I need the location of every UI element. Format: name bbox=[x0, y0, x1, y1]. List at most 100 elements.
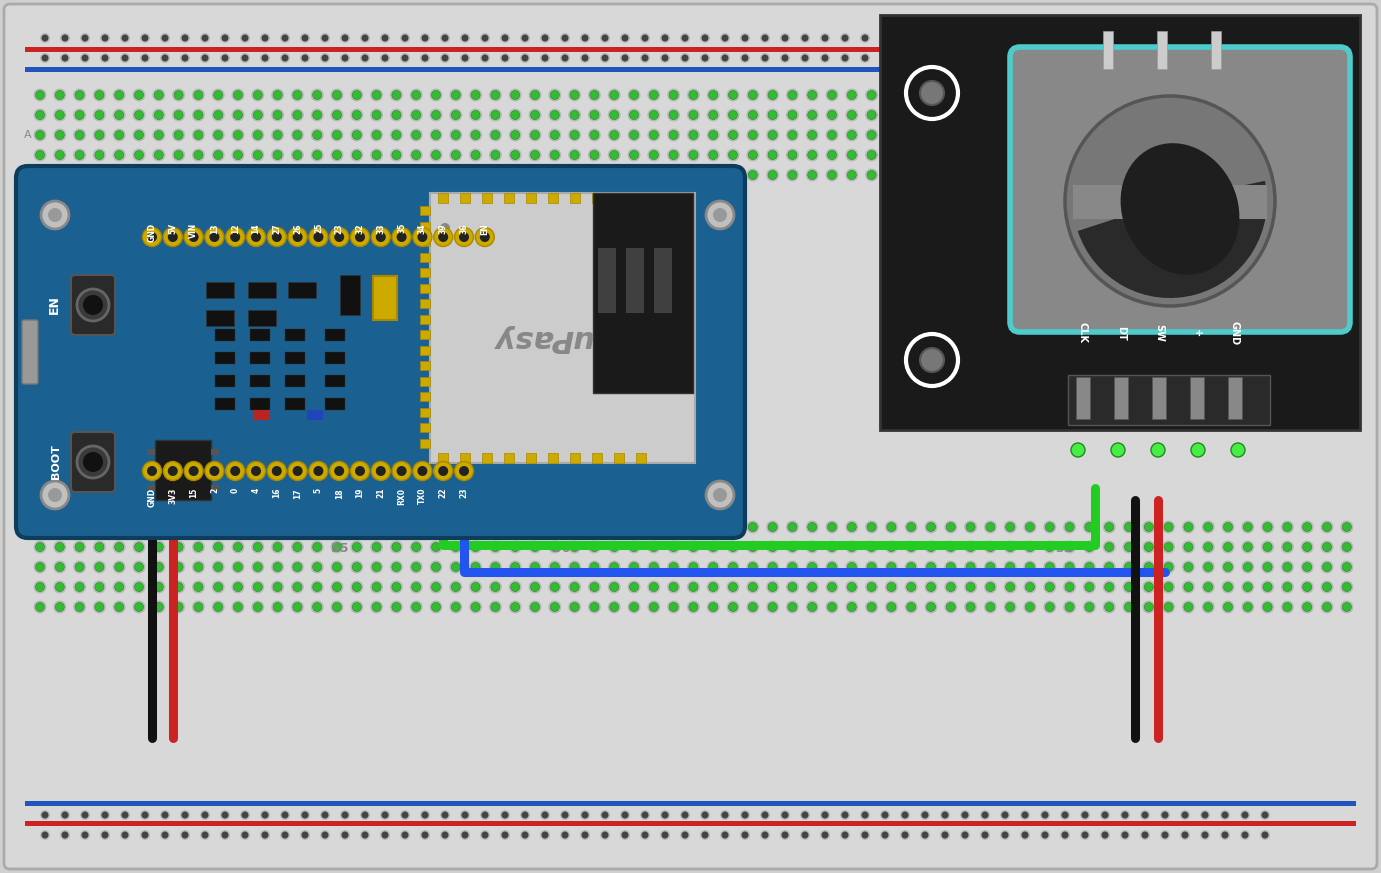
Circle shape bbox=[392, 523, 400, 532]
Circle shape bbox=[1242, 540, 1254, 553]
Circle shape bbox=[352, 523, 362, 532]
Circle shape bbox=[471, 562, 481, 572]
Circle shape bbox=[686, 108, 700, 121]
Circle shape bbox=[214, 130, 222, 140]
Circle shape bbox=[1341, 168, 1353, 182]
Circle shape bbox=[1102, 108, 1116, 121]
Circle shape bbox=[192, 581, 204, 594]
Circle shape bbox=[729, 602, 737, 611]
Text: 26: 26 bbox=[293, 223, 302, 233]
Circle shape bbox=[1320, 560, 1334, 574]
Circle shape bbox=[293, 111, 302, 120]
Circle shape bbox=[1081, 831, 1088, 838]
Circle shape bbox=[352, 111, 362, 120]
Circle shape bbox=[964, 581, 978, 594]
Circle shape bbox=[221, 831, 228, 838]
Circle shape bbox=[700, 33, 710, 43]
Circle shape bbox=[964, 168, 978, 182]
Circle shape bbox=[940, 33, 950, 43]
Circle shape bbox=[490, 582, 500, 592]
Circle shape bbox=[1065, 562, 1074, 572]
Circle shape bbox=[311, 560, 323, 574]
Circle shape bbox=[609, 582, 619, 592]
Circle shape bbox=[906, 67, 958, 119]
Circle shape bbox=[253, 542, 262, 552]
Circle shape bbox=[746, 108, 760, 121]
Circle shape bbox=[1264, 111, 1272, 120]
Circle shape bbox=[768, 111, 778, 120]
Circle shape bbox=[449, 601, 463, 614]
Circle shape bbox=[620, 53, 630, 63]
Circle shape bbox=[1085, 111, 1094, 120]
Circle shape bbox=[220, 830, 231, 840]
Circle shape bbox=[945, 581, 957, 594]
Circle shape bbox=[1240, 53, 1250, 63]
Bar bbox=[25, 821, 1356, 826]
Circle shape bbox=[173, 88, 185, 101]
Circle shape bbox=[54, 148, 66, 162]
Circle shape bbox=[1085, 170, 1094, 180]
Circle shape bbox=[1026, 602, 1034, 611]
Circle shape bbox=[113, 128, 126, 141]
Circle shape bbox=[706, 481, 733, 509]
Circle shape bbox=[749, 111, 757, 120]
Circle shape bbox=[845, 148, 859, 162]
Circle shape bbox=[945, 128, 957, 141]
Circle shape bbox=[95, 542, 104, 552]
Circle shape bbox=[1080, 810, 1090, 820]
Circle shape bbox=[1063, 88, 1076, 101]
Circle shape bbox=[75, 91, 84, 100]
Circle shape bbox=[1301, 601, 1313, 614]
Circle shape bbox=[826, 88, 838, 101]
Circle shape bbox=[352, 170, 362, 180]
Circle shape bbox=[927, 91, 935, 100]
Circle shape bbox=[351, 560, 363, 574]
Circle shape bbox=[708, 91, 718, 100]
Text: 33: 33 bbox=[376, 223, 385, 233]
Circle shape bbox=[322, 812, 329, 819]
Circle shape bbox=[768, 170, 778, 180]
Circle shape bbox=[570, 582, 579, 592]
Circle shape bbox=[726, 560, 739, 574]
Circle shape bbox=[1282, 581, 1294, 594]
Circle shape bbox=[986, 170, 994, 180]
Circle shape bbox=[360, 53, 370, 63]
Circle shape bbox=[475, 228, 494, 246]
Circle shape bbox=[827, 150, 837, 160]
Circle shape bbox=[887, 523, 896, 532]
Circle shape bbox=[1142, 812, 1149, 819]
Circle shape bbox=[333, 562, 341, 572]
Circle shape bbox=[333, 170, 341, 180]
Circle shape bbox=[155, 111, 163, 120]
Circle shape bbox=[389, 148, 403, 162]
Circle shape bbox=[740, 53, 750, 63]
Circle shape bbox=[202, 831, 209, 838]
Circle shape bbox=[1045, 523, 1054, 532]
Circle shape bbox=[490, 150, 500, 160]
Circle shape bbox=[225, 462, 244, 480]
Circle shape bbox=[907, 91, 916, 100]
Circle shape bbox=[431, 91, 441, 100]
Circle shape bbox=[867, 602, 876, 611]
Circle shape bbox=[541, 812, 548, 819]
Circle shape bbox=[1124, 91, 1134, 100]
Circle shape bbox=[786, 540, 798, 553]
Bar bbox=[420, 408, 429, 416]
Circle shape bbox=[1283, 602, 1291, 611]
Text: 23: 23 bbox=[334, 223, 344, 233]
Circle shape bbox=[192, 148, 204, 162]
Circle shape bbox=[1302, 170, 1312, 180]
Circle shape bbox=[667, 108, 679, 121]
Circle shape bbox=[670, 542, 678, 552]
Circle shape bbox=[627, 88, 641, 101]
Circle shape bbox=[1243, 150, 1253, 160]
Circle shape bbox=[982, 35, 989, 42]
Circle shape bbox=[630, 130, 638, 140]
Circle shape bbox=[313, 466, 323, 476]
Circle shape bbox=[333, 111, 341, 120]
Circle shape bbox=[621, 812, 628, 819]
Circle shape bbox=[511, 602, 519, 611]
Circle shape bbox=[660, 810, 670, 820]
Circle shape bbox=[609, 130, 619, 140]
Circle shape bbox=[260, 53, 271, 63]
